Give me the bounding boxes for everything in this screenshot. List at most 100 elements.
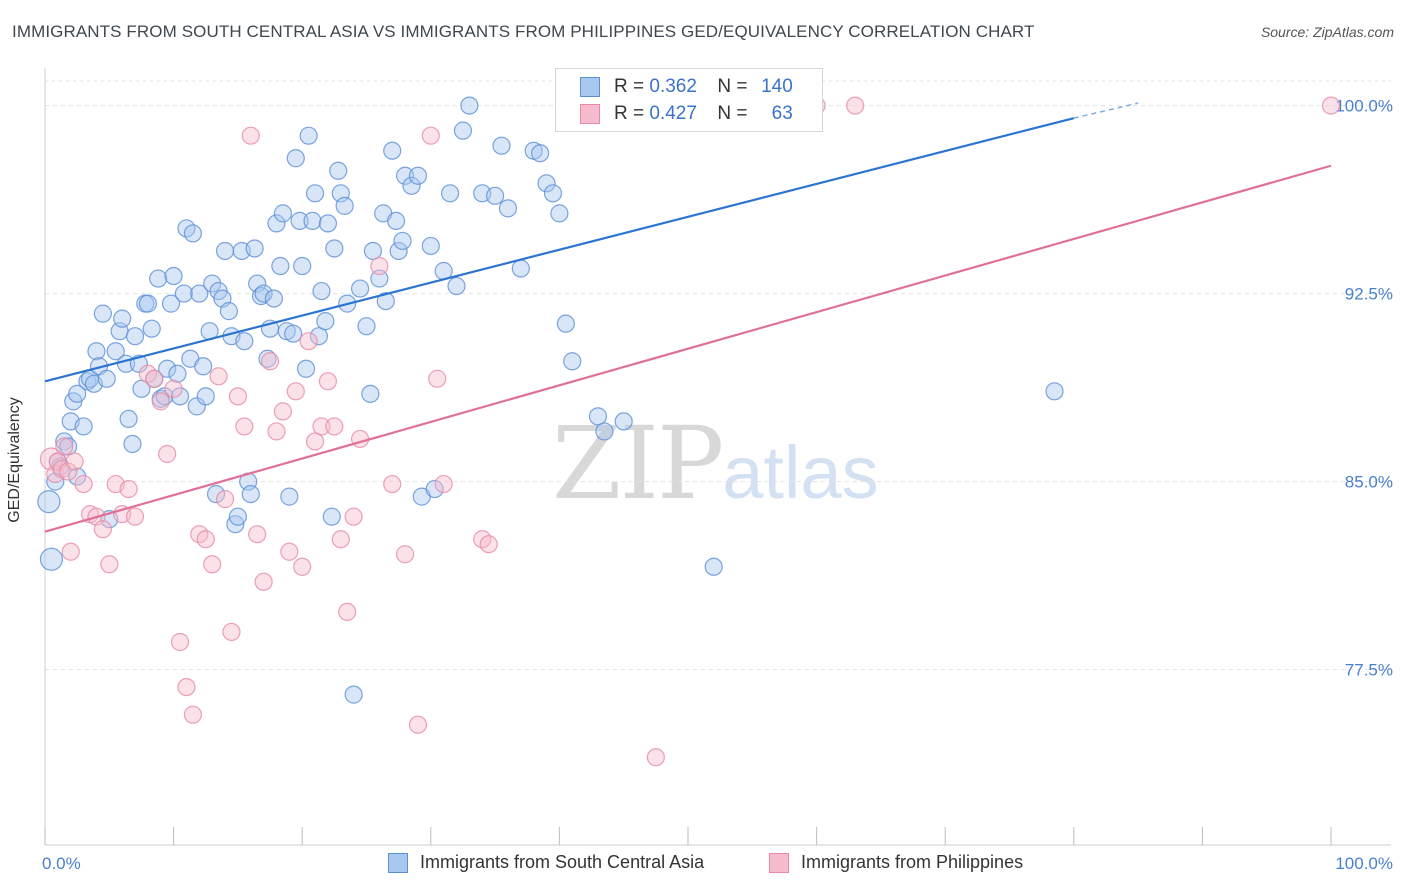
data-point-blue bbox=[395, 166, 415, 185]
data-point-pink bbox=[228, 387, 247, 406]
data-point-blue bbox=[174, 284, 193, 303]
series-legend-item-philippines: Immigrants from Philippines bbox=[769, 852, 1023, 873]
data-point-pink bbox=[318, 372, 338, 391]
data-point-pink bbox=[428, 369, 447, 388]
data-point-blue bbox=[241, 484, 260, 504]
data-point-blue bbox=[119, 409, 138, 429]
chart-title: IMMIGRANTS FROM SOUTH CENTRAL ASIA VS IM… bbox=[12, 22, 1035, 41]
data-point-blue bbox=[168, 364, 187, 383]
watermark: ZIPatlas bbox=[552, 405, 879, 522]
data-point-blue bbox=[258, 349, 277, 368]
x-tick-label: 0.0% bbox=[42, 854, 81, 873]
series-legend-item-south-central-asia: Immigrants from South Central Asia bbox=[388, 852, 704, 873]
trend-line-blue bbox=[44, 117, 1075, 383]
legend-swatch-blue bbox=[580, 77, 600, 97]
source-label: Source: ZipAtlas.com bbox=[1260, 24, 1394, 40]
legend-n-value: 140 bbox=[761, 76, 793, 97]
data-point-blue bbox=[59, 437, 78, 456]
data-point-pink bbox=[125, 507, 145, 526]
y-axis-title: GED/Equivalency bbox=[6, 397, 23, 523]
data-point-blue bbox=[421, 236, 440, 256]
data-point-pink bbox=[145, 369, 164, 388]
legend-r-value: 0.427 bbox=[649, 103, 697, 124]
data-point-blue bbox=[329, 161, 348, 180]
watermark-atlas: atlas bbox=[722, 431, 879, 514]
data-point-pink bbox=[338, 602, 357, 622]
data-point-blue bbox=[215, 241, 235, 261]
data-point-blue bbox=[361, 384, 380, 403]
series-legend: Immigrants from South Central Asia Immig… bbox=[0, 852, 1406, 878]
data-point-pink bbox=[151, 392, 170, 411]
data-point-blue bbox=[614, 412, 633, 431]
data-point-pink bbox=[100, 555, 119, 574]
data-point-pink bbox=[93, 520, 112, 539]
data-point-pink bbox=[421, 126, 440, 145]
data-point-blue bbox=[271, 256, 290, 276]
series-legend-label: Immigrants from Philippines bbox=[801, 852, 1024, 872]
data-point-pink bbox=[235, 417, 254, 436]
data-point-blue bbox=[87, 342, 106, 361]
data-point-blue bbox=[93, 304, 112, 323]
data-point-blue bbox=[142, 319, 161, 338]
data-point-pink bbox=[408, 715, 428, 734]
data-point-blue bbox=[357, 317, 376, 336]
data-point-blue bbox=[196, 387, 215, 406]
data-point-blue bbox=[303, 211, 322, 230]
data-point-blue bbox=[158, 359, 177, 378]
data-point-pink bbox=[434, 474, 453, 494]
data-point-blue bbox=[106, 342, 125, 361]
data-point-blue bbox=[39, 547, 64, 571]
legend-r-label: R = bbox=[614, 76, 645, 97]
data-point-pink bbox=[383, 474, 402, 494]
data-point-blue bbox=[383, 141, 402, 160]
data-point-blue bbox=[125, 327, 145, 346]
data-point-blue bbox=[267, 214, 286, 233]
data-point-blue bbox=[376, 292, 395, 311]
data-point-blue bbox=[595, 422, 614, 441]
y-tick-label: 92.5% bbox=[1345, 285, 1393, 304]
watermark-zip: ZIP bbox=[552, 405, 724, 522]
data-point-blue bbox=[149, 269, 168, 288]
data-point-blue bbox=[206, 484, 226, 504]
data-point-pink bbox=[846, 96, 865, 115]
data-point-pink bbox=[177, 677, 196, 697]
data-point-blue bbox=[550, 204, 569, 223]
data-point-blue bbox=[273, 204, 293, 223]
data-point-blue bbox=[440, 184, 460, 203]
data-point-pink bbox=[331, 530, 350, 549]
data-point-blue bbox=[322, 507, 341, 526]
data-point-blue bbox=[316, 312, 335, 331]
data-point-blue bbox=[325, 239, 344, 258]
stats-legend: R = 0.362 N = 140 R = 0.427 N = 63 bbox=[555, 68, 823, 132]
trend-line-extension-blue bbox=[1073, 102, 1139, 119]
data-point-blue bbox=[511, 259, 530, 278]
data-point-blue bbox=[235, 332, 254, 351]
data-point-pink bbox=[280, 542, 299, 561]
data-point-blue bbox=[284, 324, 303, 343]
data-point-blue bbox=[537, 174, 556, 193]
data-point-blue bbox=[492, 136, 511, 155]
data-point-pink bbox=[370, 256, 389, 276]
data-point-blue bbox=[453, 121, 473, 140]
data-point-blue bbox=[344, 685, 363, 704]
data-point-pink bbox=[59, 462, 78, 481]
data-point-blue bbox=[132, 379, 151, 398]
data-point-pink bbox=[1321, 96, 1341, 115]
legend-row-philippines: R = 0.427 N = 63 bbox=[580, 102, 793, 126]
data-point-pink bbox=[267, 422, 286, 441]
data-point-pink bbox=[260, 352, 280, 371]
x-tick-label: 100.0% bbox=[1335, 854, 1393, 873]
data-point-blue bbox=[97, 369, 116, 388]
data-point-blue bbox=[68, 384, 87, 403]
data-point-pink bbox=[203, 555, 222, 574]
data-point-pink bbox=[74, 474, 93, 494]
legend-n-value: 63 bbox=[771, 103, 793, 124]
data-point-pink bbox=[61, 542, 80, 561]
data-point-blue bbox=[447, 276, 466, 296]
data-point-blue bbox=[531, 144, 550, 163]
data-point-pink bbox=[65, 452, 84, 471]
data-point-blue bbox=[588, 407, 608, 426]
data-point-blue bbox=[170, 387, 190, 406]
data-point-blue bbox=[74, 417, 93, 436]
